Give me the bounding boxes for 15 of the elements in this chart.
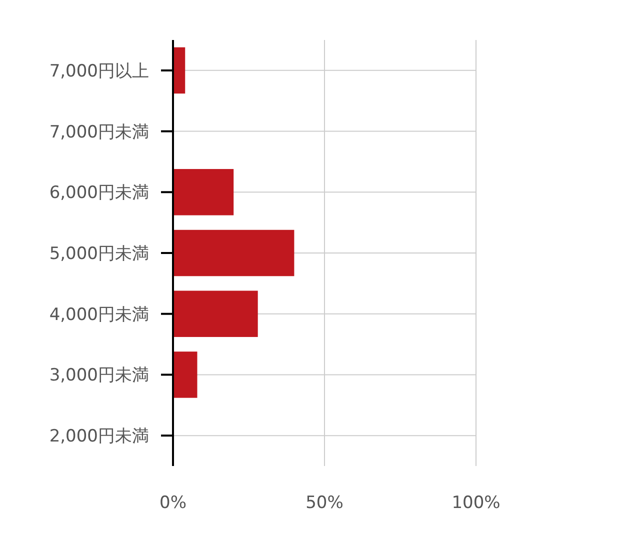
- bar: [173, 169, 234, 216]
- y-tick-label: 5,000円未満: [49, 244, 149, 264]
- x-tick-label: 50%: [306, 493, 344, 513]
- y-tick-label: 3,000円未満: [49, 366, 149, 386]
- y-tick-label: 6,000円未満: [49, 183, 149, 204]
- x-tick-label: 0%: [160, 493, 186, 513]
- x-tick-label: 100%: [452, 493, 500, 513]
- y-tick-label: 2,000円未満: [49, 426, 149, 447]
- y-tick-label: 4,000円未満: [49, 304, 149, 325]
- y-tick-label: 7,000円未満: [49, 122, 149, 142]
- bar: [173, 230, 294, 276]
- y-tick-label: 7,000円以上: [49, 61, 149, 82]
- bar: [173, 290, 258, 337]
- bar: [173, 352, 198, 398]
- bar: [173, 47, 186, 94]
